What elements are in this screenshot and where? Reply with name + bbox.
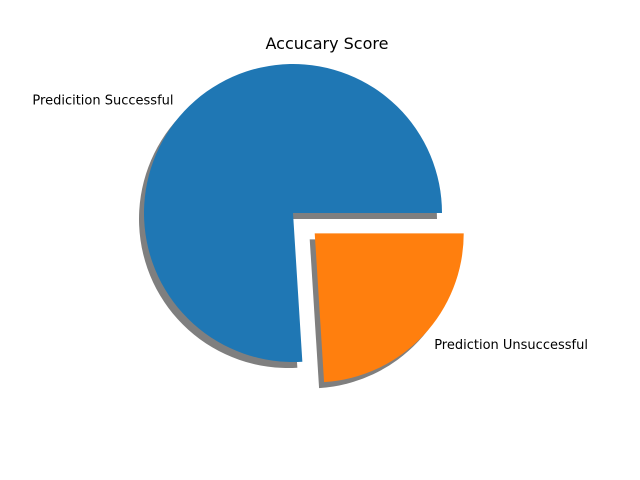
chart-title: Accucary Score (266, 34, 389, 53)
pie-slice-predicition-successful (144, 63, 443, 363)
pie-slice-prediction-unsuccessful (314, 233, 464, 383)
slice-labels: Predicition Successful Prediction Unsucce… (32, 93, 588, 353)
slice-label-prediction-unsuccessful: Prediction Unsuccessful (434, 338, 588, 353)
pie-slices (144, 63, 464, 383)
slice-label-predicition-successful: Predicition Successful (32, 93, 173, 108)
